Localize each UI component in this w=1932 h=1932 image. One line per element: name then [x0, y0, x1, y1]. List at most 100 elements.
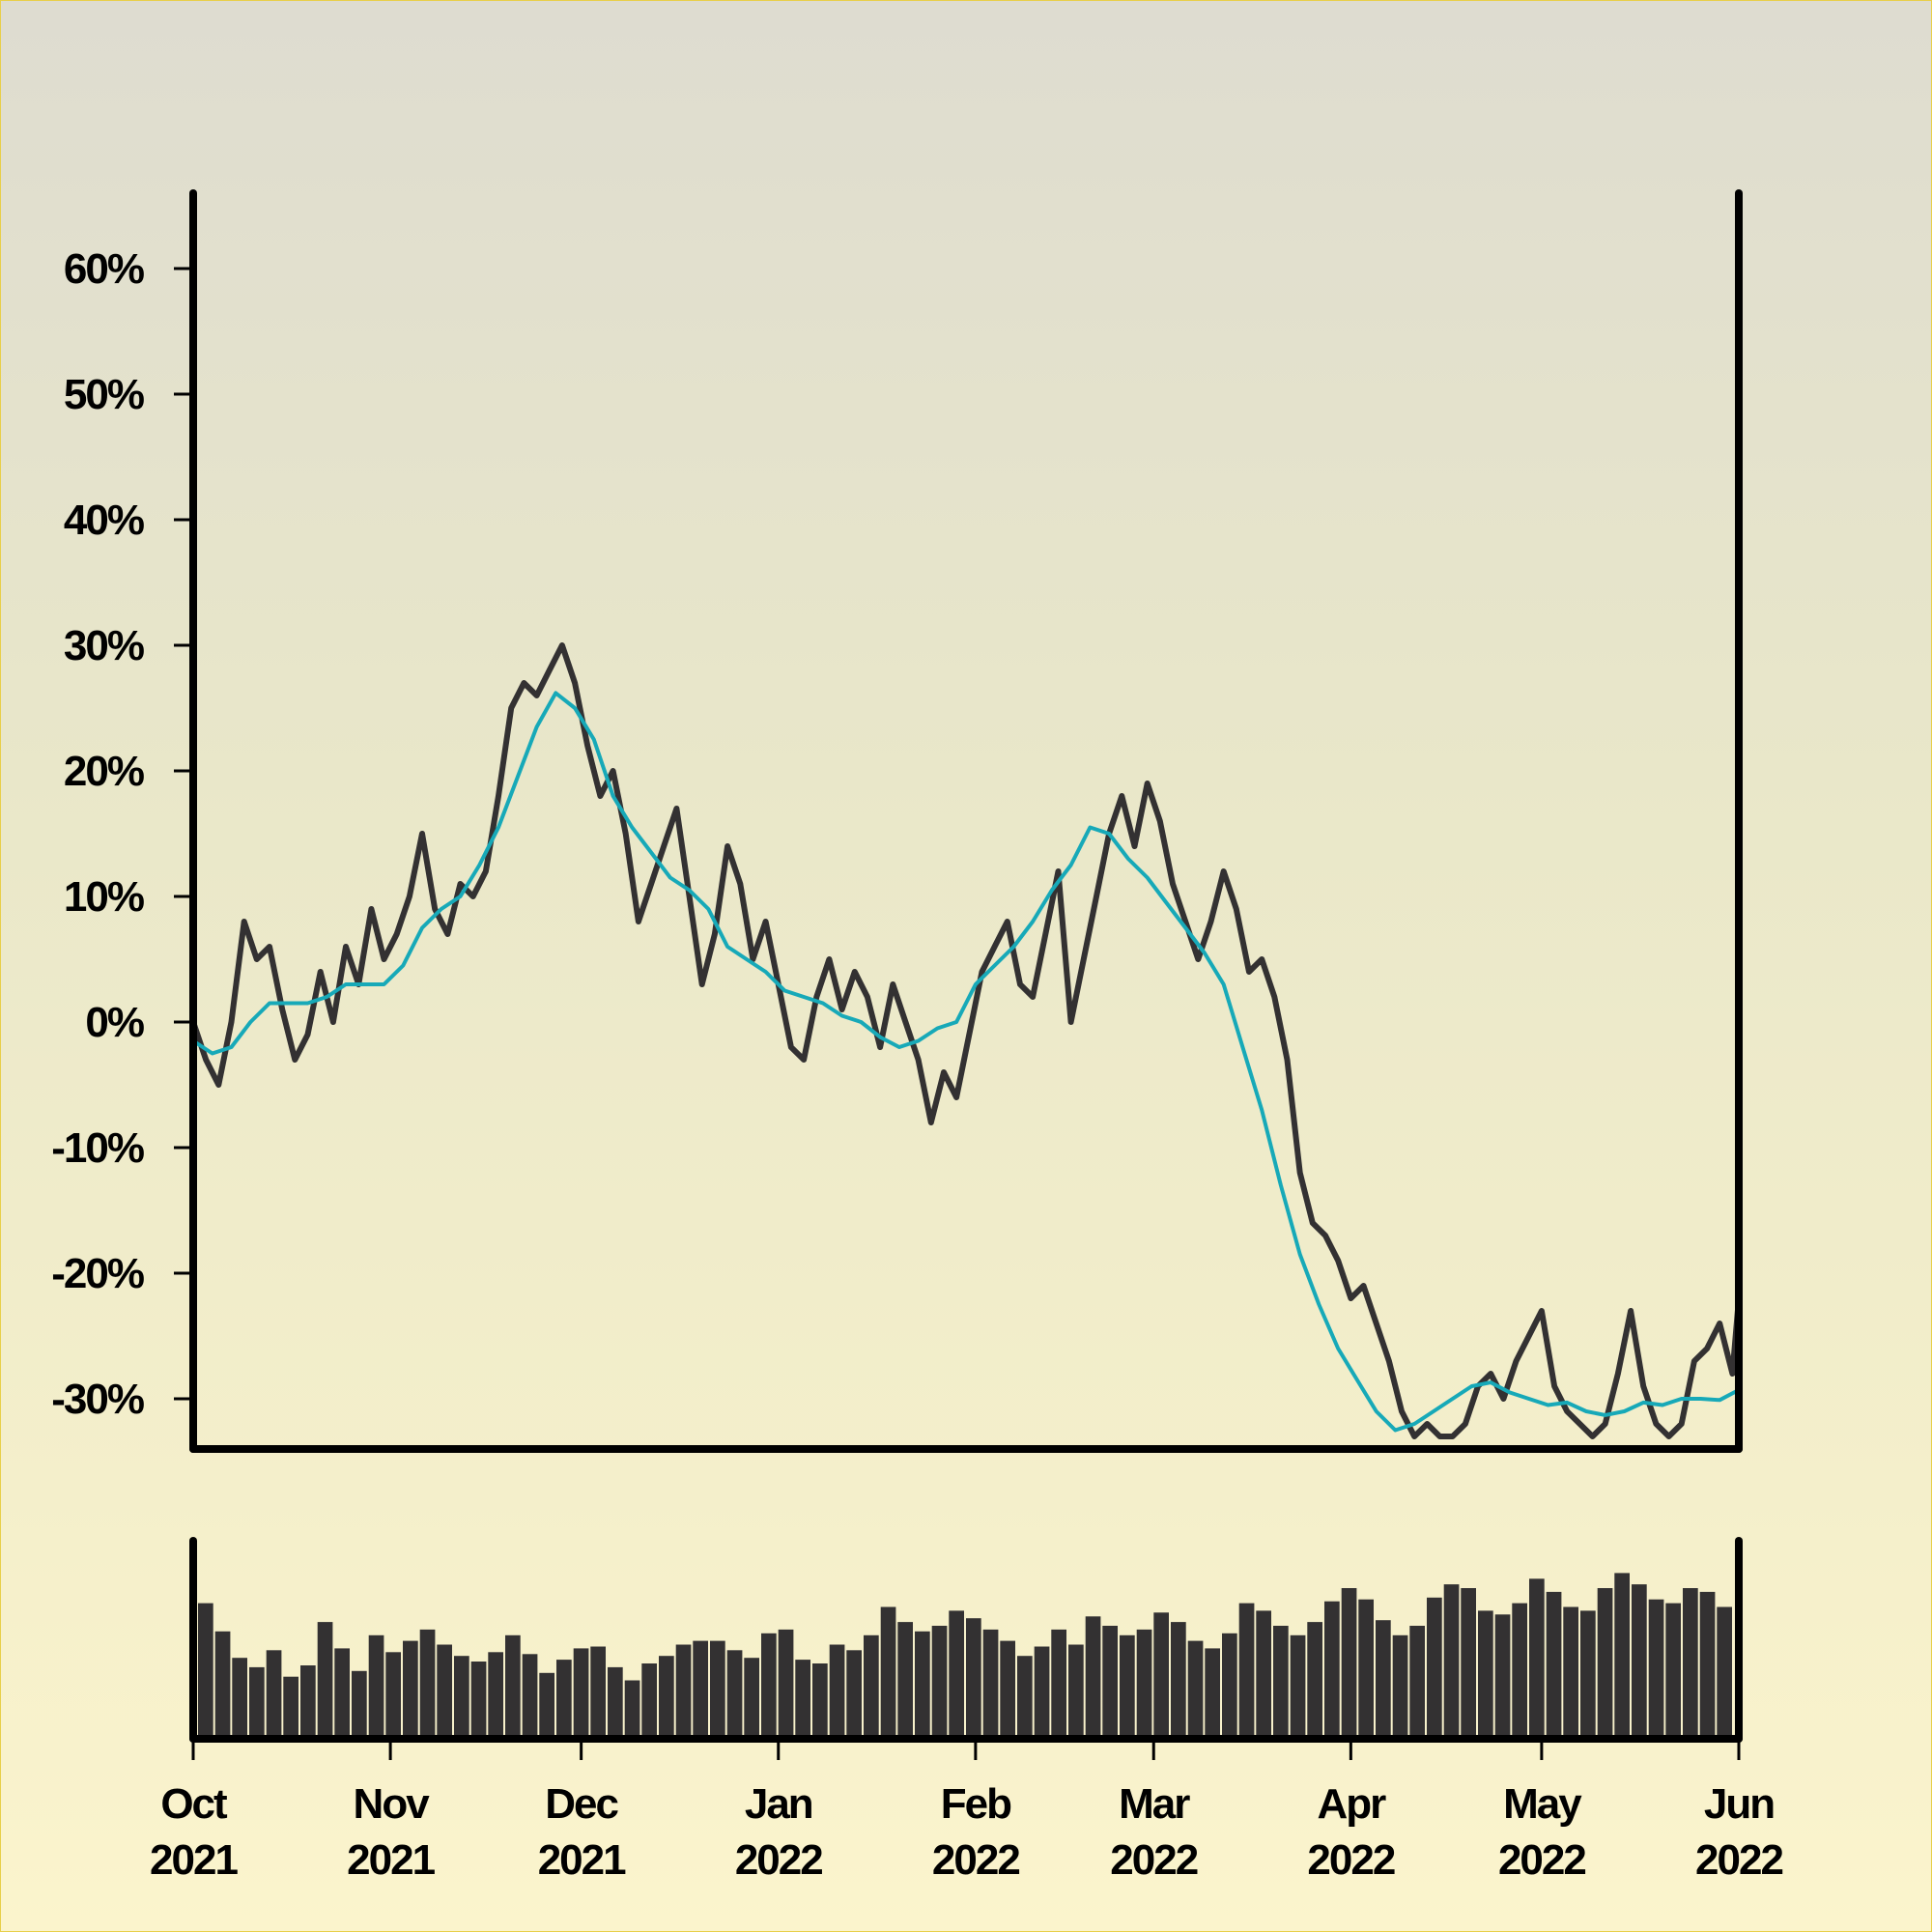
- volume-bar: [522, 1654, 538, 1740]
- volume-bar: [1443, 1584, 1460, 1739]
- volume-bar: [966, 1618, 981, 1739]
- volume-bar: [1665, 1603, 1681, 1739]
- x-tick-year-label: 2022: [1307, 1836, 1394, 1884]
- volume-bar: [1153, 1612, 1169, 1739]
- x-tick-year-label: 2022: [1498, 1836, 1585, 1884]
- volume-bar: [1546, 1591, 1562, 1739]
- volume-bar: [300, 1665, 316, 1739]
- volume-bar: [1529, 1578, 1545, 1740]
- price-line: [190, 642, 1742, 1439]
- volume-bar: [829, 1644, 845, 1739]
- y-tick-label: -20%: [51, 1250, 144, 1297]
- x-tick-month-label: Jun: [1704, 1780, 1774, 1828]
- volume-bar: [675, 1644, 692, 1739]
- volume-bar: [1563, 1606, 1578, 1739]
- volume-bar: [1580, 1610, 1596, 1739]
- volume-bar: [1222, 1633, 1237, 1739]
- volume-bar: [403, 1640, 418, 1739]
- axes: [189, 189, 1743, 1743]
- x-tick-year-label: 2022: [735, 1836, 822, 1884]
- x-tick-year-label: 2021: [538, 1836, 626, 1884]
- volume-bar: [1683, 1588, 1698, 1739]
- volume-bar: [214, 1631, 231, 1739]
- volume-bar: [693, 1640, 708, 1739]
- volume-bar: [1358, 1599, 1374, 1739]
- volume-bar: [1699, 1591, 1716, 1739]
- y-tick-label: 30%: [64, 622, 144, 669]
- volume-bar: [1632, 1584, 1647, 1739]
- volume-bar: [1238, 1603, 1255, 1739]
- volume-bar: [1307, 1622, 1322, 1739]
- x-tick-month-label: Mar: [1119, 1780, 1190, 1828]
- y-tick-label: 40%: [64, 497, 144, 544]
- volume-bar: [1085, 1616, 1101, 1740]
- x-tick-year-label: 2022: [1110, 1836, 1197, 1884]
- x-tick-month-label: Jan: [745, 1780, 812, 1828]
- volume-bar: [1392, 1634, 1408, 1740]
- volume-bar: [795, 1660, 810, 1739]
- x-tick-month-label: Nov: [354, 1780, 431, 1828]
- volume-bar: [915, 1631, 930, 1739]
- y-tick-label: 10%: [64, 873, 144, 921]
- volume-bar: [1648, 1599, 1664, 1739]
- x-tick-year-label: 2021: [347, 1836, 435, 1884]
- y-tick-label: 0%: [85, 999, 143, 1046]
- volume-bars: [198, 1573, 1732, 1740]
- volume-bar: [352, 1670, 367, 1739]
- x-tick-year-label: 2021: [150, 1836, 238, 1884]
- volume-bar: [812, 1663, 828, 1739]
- volume-bar: [283, 1676, 298, 1740]
- volume-bar: [317, 1622, 333, 1739]
- volume-bar: [1614, 1573, 1630, 1739]
- volume-bar: [232, 1658, 247, 1739]
- volume-bar: [1136, 1629, 1152, 1739]
- volume-bar: [1512, 1603, 1527, 1739]
- volume-bar: [249, 1666, 265, 1739]
- volume-bar: [437, 1644, 452, 1739]
- y-tick-label: 60%: [64, 245, 144, 293]
- volume-bar: [1256, 1610, 1271, 1739]
- volume-bar: [1717, 1606, 1732, 1739]
- volume-bar: [556, 1660, 572, 1739]
- volume-bar: [1017, 1656, 1033, 1739]
- y-tick-label: 20%: [64, 748, 144, 795]
- volume-bar: [726, 1650, 743, 1739]
- x-axis-ticks: Oct 2021 Nov 2021 Dec 2021 Jan 2022 Feb 2022 Mar 20…: [150, 1739, 1784, 1884]
- y-axis-ticks: 60% 50% 40% 30% 20% 10% 0% -10% -20% -30%: [51, 245, 193, 1423]
- volume-bar: [334, 1648, 350, 1739]
- volume-bar: [761, 1633, 777, 1739]
- volume-bar: [778, 1629, 794, 1739]
- volume-bar: [1051, 1629, 1066, 1739]
- volume-bar: [624, 1680, 640, 1739]
- x-tick-month-label: Apr: [1317, 1780, 1386, 1828]
- volume-bar: [1034, 1646, 1050, 1739]
- volume-bar: [1409, 1626, 1425, 1739]
- volume-bar: [931, 1626, 948, 1739]
- y-tick-label: -30%: [51, 1376, 144, 1423]
- volume-bar: [846, 1650, 862, 1739]
- volume-bar: [1205, 1648, 1220, 1739]
- x-tick-month-label: Oct: [160, 1780, 228, 1828]
- x-tick-month-label: Feb: [941, 1780, 1011, 1828]
- x-tick-month-label: May: [1503, 1780, 1582, 1828]
- volume-bar: [1494, 1614, 1511, 1739]
- volume-bar: [710, 1640, 725, 1739]
- volume-bar: [744, 1658, 759, 1739]
- x-tick-year-label: 2022: [1695, 1836, 1782, 1884]
- volume-bar: [198, 1603, 213, 1739]
- volume-bar: [1427, 1597, 1442, 1740]
- volume-bar: [1341, 1588, 1357, 1739]
- volume-bar: [897, 1622, 913, 1739]
- volume-bar: [1273, 1626, 1289, 1739]
- volume-bar: [864, 1634, 879, 1740]
- volume-bar: [1478, 1610, 1493, 1739]
- x-tick-month-label: Dec: [545, 1780, 618, 1828]
- volume-bar: [488, 1652, 503, 1739]
- volume-bar: [1000, 1640, 1015, 1739]
- volume-bar: [1324, 1601, 1340, 1739]
- volume-bar: [385, 1652, 401, 1739]
- y-tick-label: 50%: [64, 371, 144, 418]
- volume-bar: [949, 1610, 964, 1739]
- volume-bar: [454, 1656, 469, 1739]
